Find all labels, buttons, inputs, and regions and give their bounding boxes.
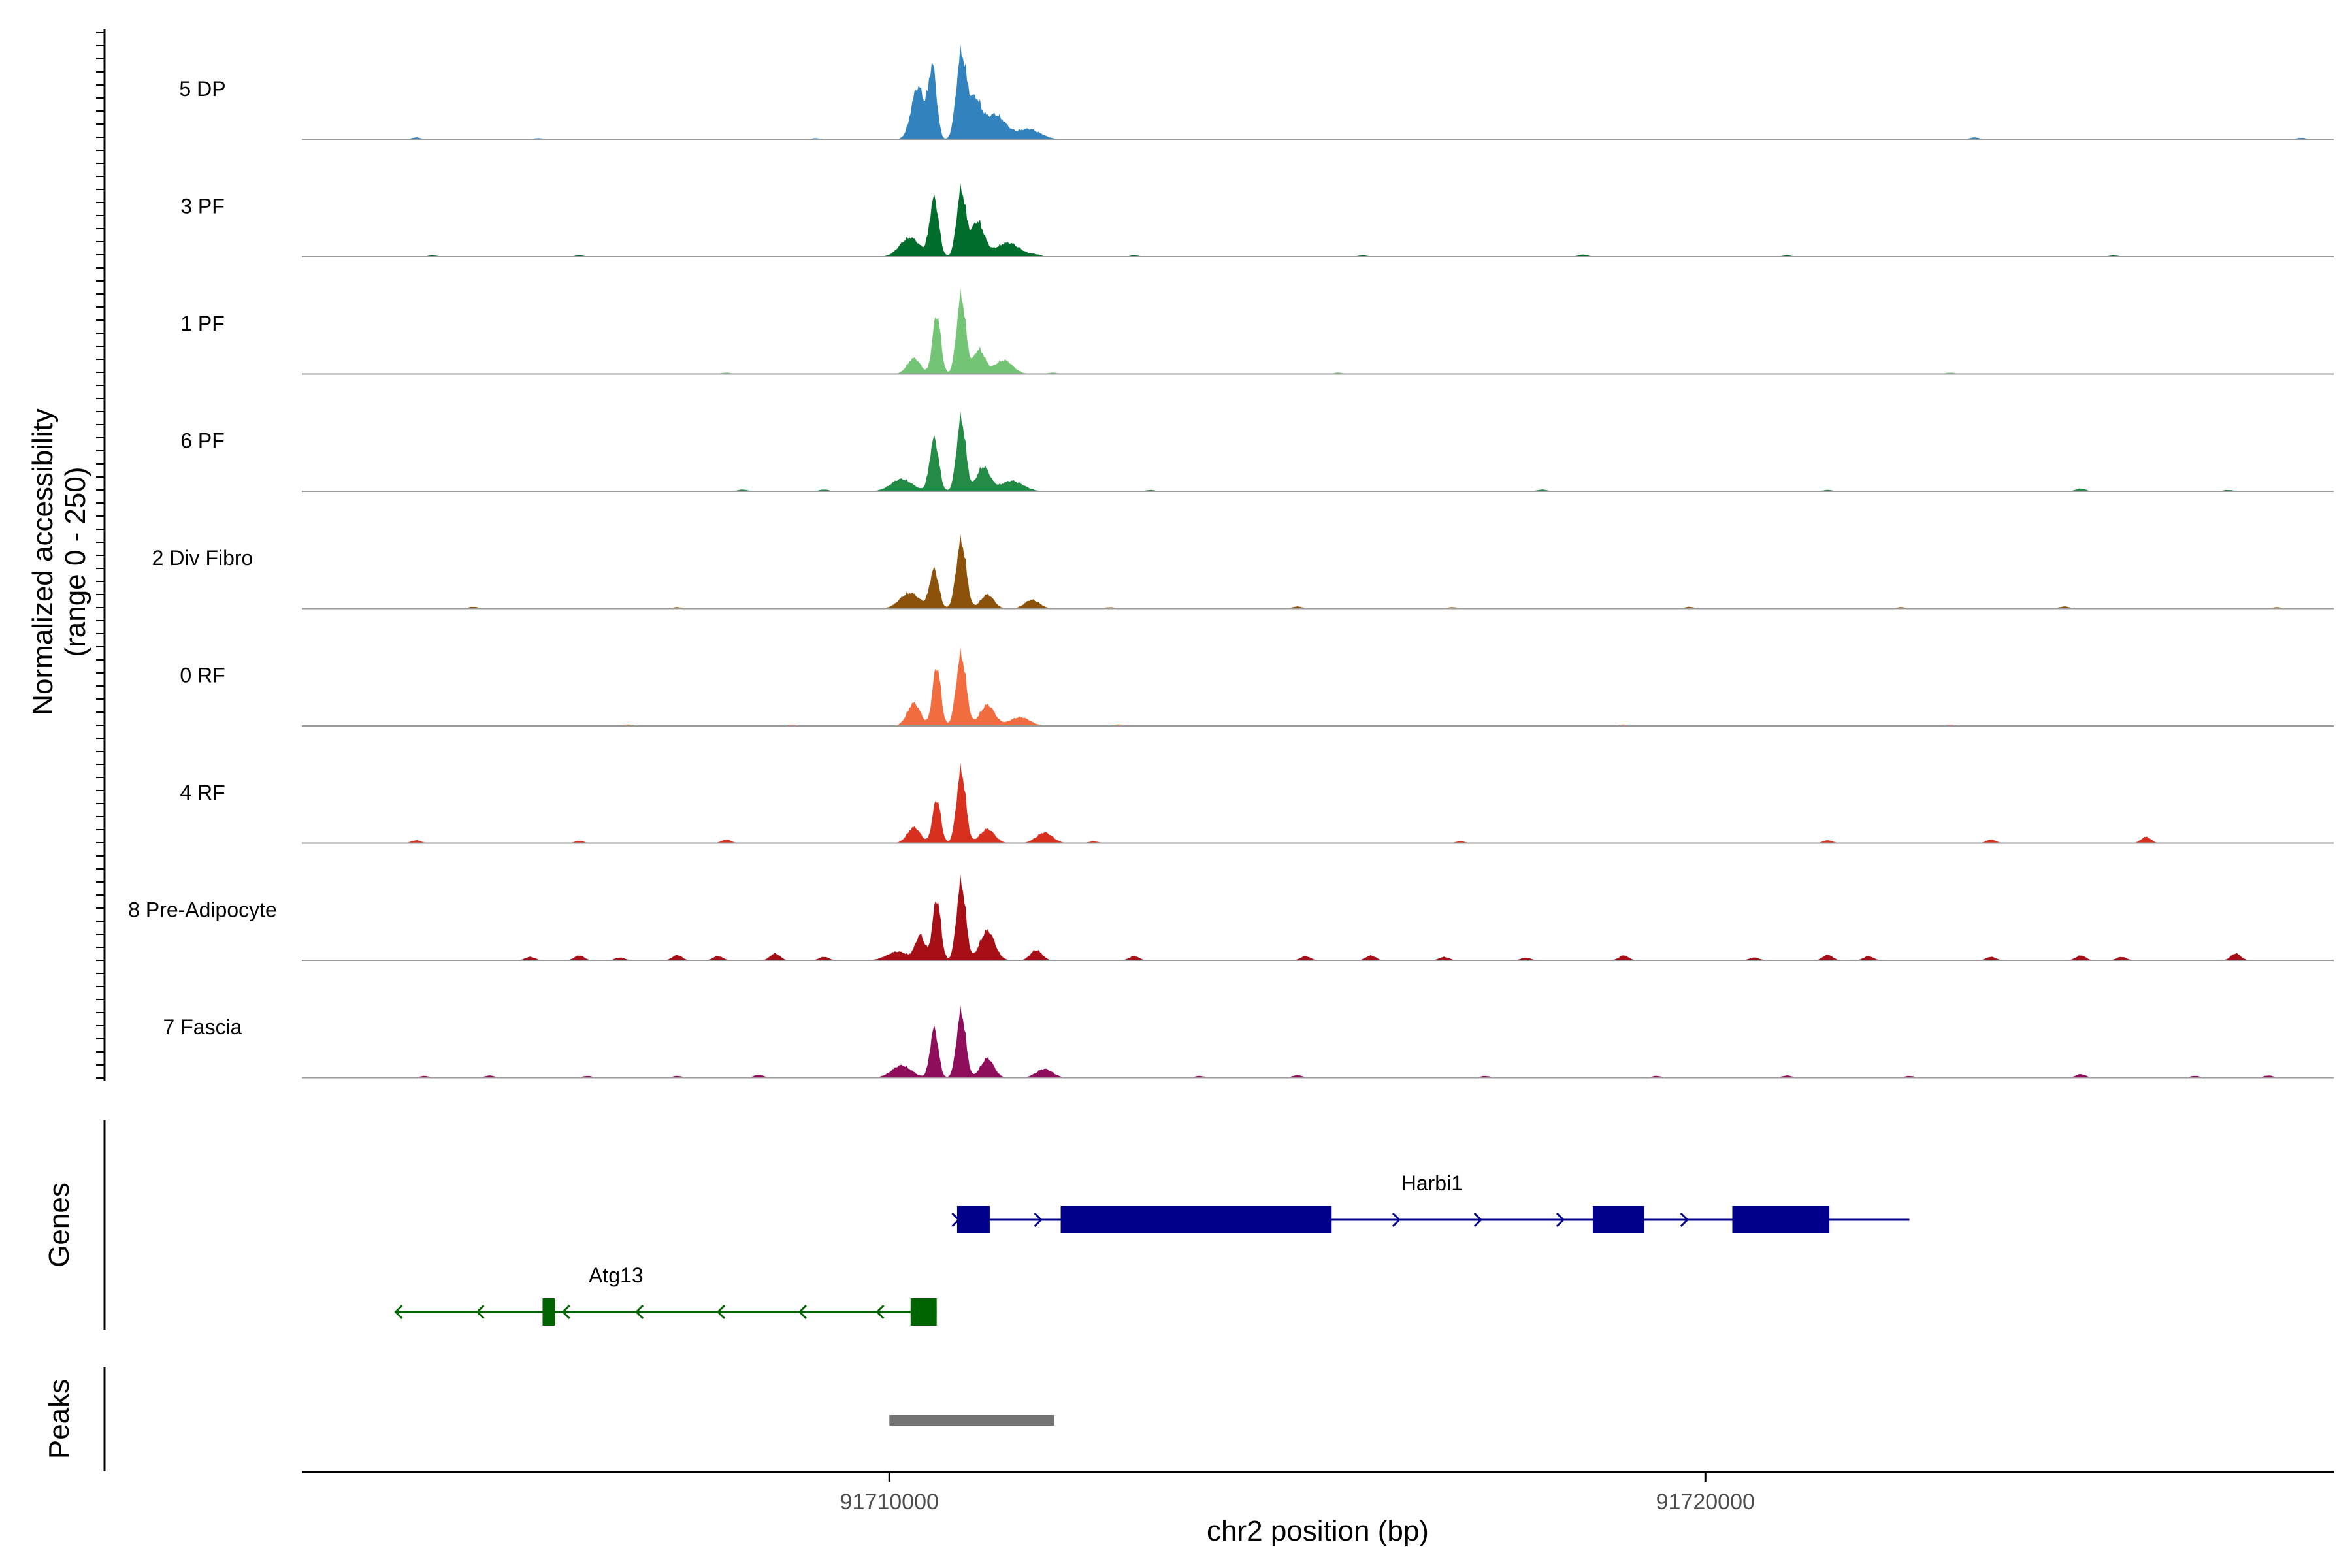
x-tick-label: 91720000 — [1656, 1490, 1755, 1514]
track-3-pf — [302, 182, 2334, 257]
track-label-4-rf: 4 RF — [180, 781, 225, 804]
strand-arrow-atg13 — [394, 1304, 403, 1320]
strand-arrow-harbi1 — [1392, 1212, 1401, 1228]
track-label-2-div-fibro: 2 Div Fibro — [152, 546, 253, 570]
strand-arrow-atg13 — [716, 1304, 726, 1320]
gene-harbi1: Harbi1 — [951, 1171, 1910, 1233]
y-axis-title-line2: (range 0 - 250) — [59, 466, 91, 657]
strand-arrow-harbi1 — [1034, 1212, 1043, 1228]
track-8-pre-adipocyte — [302, 874, 2334, 961]
x-tick-label: 91710000 — [840, 1490, 939, 1514]
track-label-7-fascia: 7 Fascia — [163, 1015, 242, 1039]
strand-arrow-harbi1 — [1556, 1212, 1565, 1228]
gene-label-atg13: Atg13 — [589, 1264, 644, 1287]
track-labels: 5 DP 3 PF 1 PF 6 PF 2 Div Fibro 0 RF 4 RF 8 Pre… — [128, 77, 277, 1039]
strand-arrow-harbi1 — [951, 1212, 960, 1228]
exon-atg13 — [542, 1298, 555, 1326]
track-1-pf — [302, 287, 2334, 375]
strand-arrow-atg13 — [476, 1304, 485, 1320]
peak-track — [889, 1415, 1054, 1426]
track-label-0-rf: 0 RF — [180, 664, 225, 687]
track-4-rf — [302, 762, 2334, 844]
track-label-3-pf: 3 PF — [180, 195, 225, 218]
strand-arrow-harbi1 — [1680, 1212, 1689, 1228]
track-2-div-fibro — [302, 533, 2334, 610]
genes-axis-title: Genes — [43, 1183, 75, 1267]
exon-atg13 — [910, 1298, 937, 1326]
strand-arrow-atg13 — [561, 1304, 570, 1320]
exon-harbi1 — [1732, 1206, 1830, 1233]
exon-harbi1 — [956, 1206, 990, 1233]
x-axis-title: chr2 position (bp) — [1207, 1515, 1429, 1547]
track-label-5-dp: 5 DP — [179, 77, 225, 101]
strand-arrow-atg13 — [798, 1304, 807, 1320]
gene-track: Harbi1 Atg13 — [394, 1171, 1910, 1326]
track-5-dp — [302, 44, 2334, 140]
gene-label-harbi1: Harbi1 — [1401, 1171, 1463, 1195]
track-label-6-pf: 6 PF — [180, 429, 225, 453]
y-axis — [96, 29, 106, 1081]
y-axis-title-line1: Normalized accessibility — [27, 408, 59, 715]
track-label-1-pf: 1 PF — [180, 312, 225, 335]
strand-arrow-harbi1 — [1473, 1212, 1482, 1228]
track-label-8-pre-adipocyte: 8 Pre-Adipocyte — [128, 898, 277, 922]
x-axis-ticks: 91710000 91720000 — [840, 1472, 1755, 1514]
track-7-fascia — [302, 1005, 2334, 1079]
coverage-tracks — [302, 44, 2334, 1079]
track-6-pf — [302, 410, 2334, 492]
peak-region — [889, 1415, 1054, 1426]
track-0-rf — [302, 647, 2334, 727]
gene-atg13: Atg13 — [394, 1264, 937, 1326]
strand-arrow-atg13 — [875, 1304, 885, 1320]
exon-harbi1 — [1060, 1206, 1332, 1233]
exon-harbi1 — [1592, 1206, 1644, 1233]
strand-arrow-atg13 — [634, 1304, 644, 1320]
peaks-axis-title: Peaks — [43, 1379, 75, 1459]
